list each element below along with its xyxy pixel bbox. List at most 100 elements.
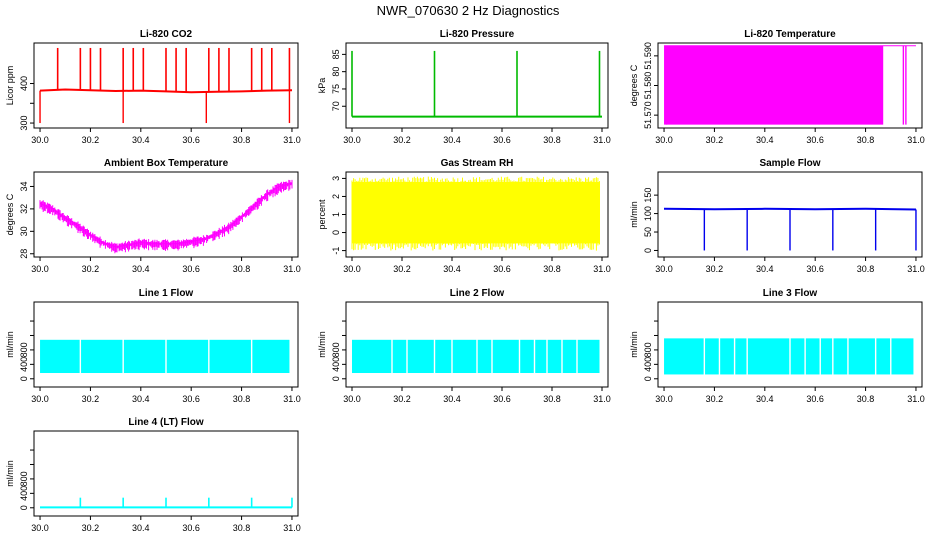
- y-axis-label: kPa: [317, 78, 327, 94]
- x-tick-label: 30.2: [706, 394, 724, 404]
- x-tick-label: 30.0: [343, 394, 361, 404]
- x-tick-label: 30.8: [233, 135, 251, 145]
- plot-frame: [345, 42, 609, 129]
- x-tick-label: 30.6: [182, 135, 200, 145]
- panel-title: Line 1 Flow: [139, 288, 194, 299]
- y-tick-label: 0: [643, 376, 653, 381]
- y-tick-label: 0: [331, 376, 341, 381]
- y-tick-label: 51.580: [643, 72, 653, 100]
- x-tick-label: 30.8: [857, 135, 875, 145]
- x-tick-label: 30.4: [443, 135, 461, 145]
- x-tick-label: 30.2: [393, 394, 411, 404]
- y-tick-label: 1: [331, 212, 341, 217]
- panel-title: Line 4 (LT) Flow: [128, 417, 204, 428]
- x-axis: 30.0 30.2 30.4 30.6 30.8 31.0: [31, 257, 301, 274]
- x-tick-label: 31.0: [593, 394, 611, 404]
- y-tick-label: 800: [19, 342, 29, 357]
- y-axis: 0 50 100 150: [643, 188, 658, 253]
- x-tick-label: 30.8: [543, 264, 561, 274]
- y-axis: -1 0 1 2 3: [331, 176, 346, 255]
- plot-frame: [345, 301, 609, 388]
- y-tick-label: 800: [331, 342, 341, 357]
- x-axis: 30.0 30.2 30.4 30.6 30.8 31.0: [343, 387, 611, 404]
- panel-title: Li-820 Pressure: [440, 29, 515, 40]
- panel-9: Line 3 Flow 30.0 30.2 30.4 30.6 30.8 31.0 0 4008…: [629, 288, 925, 404]
- y-tick-label: 51.590: [643, 42, 653, 70]
- y-tick-label: 400: [643, 357, 653, 372]
- y-tick-label: 300: [19, 116, 29, 131]
- y-axis-label: ml/min: [5, 460, 15, 487]
- y-axis-label: Licor ppm: [5, 66, 15, 106]
- x-tick-label: 30.0: [31, 394, 49, 404]
- y-tick-label: 150: [643, 188, 653, 203]
- panel-title: Gas Stream RH: [441, 158, 514, 169]
- plot-frame: [33, 171, 299, 258]
- data-marks: [351, 50, 602, 118]
- x-tick-label: 31.0: [283, 264, 301, 274]
- y-tick-label: 2: [331, 194, 341, 199]
- data-band: [40, 339, 290, 374]
- panel-2: Li-820 Pressure 30.0 30.2 30.4 30.6 30.8 31.0 7…: [317, 29, 611, 145]
- x-tick-label: 31.0: [593, 264, 611, 274]
- x-tick-label: 31.0: [283, 394, 301, 404]
- x-tick-label: 30.8: [857, 394, 875, 404]
- x-tick-label: 30.6: [806, 394, 824, 404]
- x-tick-label: 30.4: [132, 135, 150, 145]
- x-tick-label: 30.8: [543, 135, 561, 145]
- y-tick-label: 800: [643, 342, 653, 357]
- x-tick-label: 30.2: [393, 264, 411, 274]
- x-tick-label: 30.8: [543, 394, 561, 404]
- x-tick-label: 30.6: [493, 135, 511, 145]
- y-tick-label: 0: [19, 376, 29, 381]
- x-axis: 30.0 30.2 30.4 30.6 30.8 31.0: [31, 128, 301, 145]
- panel-8: Line 2 Flow 30.0 30.2 30.4 30.6 30.8 31.0 0 4008…: [317, 288, 611, 404]
- panel-title: Li-820 Temperature: [744, 29, 836, 40]
- y-axis-label: degrees C: [5, 193, 15, 235]
- plot-frame: [33, 301, 299, 388]
- x-axis: 30.0 30.2 30.4 30.6 30.8 31.0: [655, 128, 925, 145]
- y-tick-label: -1: [331, 247, 341, 255]
- plot-frame: [657, 171, 923, 258]
- x-tick-label: 30.2: [82, 394, 100, 404]
- y-tick-label: 400: [331, 357, 341, 372]
- data-marks: [39, 179, 293, 254]
- x-tick-label: 31.0: [907, 264, 925, 274]
- panel-3: Li-820 Temperature 30.0 30.2 30.4 30.6 30.8 31…: [629, 29, 925, 145]
- y-tick-label: 50: [643, 227, 653, 237]
- x-tick-label: 30.0: [655, 264, 673, 274]
- x-tick-label: 30.4: [132, 523, 150, 533]
- x-tick-label: 30.6: [493, 394, 511, 404]
- y-axis-label: ml/min: [317, 331, 327, 358]
- data-band: [664, 338, 914, 375]
- x-axis: 30.0 30.2 30.4 30.6 30.8 31.0: [343, 257, 611, 274]
- x-tick-label: 30.0: [655, 135, 673, 145]
- x-tick-label: 30.2: [82, 135, 100, 145]
- y-axis-label: degrees C: [629, 64, 639, 106]
- y-tick-label: 0: [19, 505, 29, 510]
- x-tick-label: 30.8: [233, 523, 251, 533]
- plot-frame: [33, 42, 299, 129]
- data-marks: [39, 47, 293, 124]
- figure-title: NWR_070630 2 Hz Diagnostics: [377, 3, 560, 18]
- panel-title: Ambient Box Temperature: [104, 158, 229, 169]
- data-marks: [351, 176, 600, 251]
- data-marks: [40, 338, 290, 375]
- x-tick-label: 30.6: [182, 394, 200, 404]
- x-axis: 30.0 30.2 30.4 30.6 30.8 31.0: [31, 516, 301, 533]
- y-tick-label: 400: [19, 357, 29, 372]
- x-tick-label: 30.4: [443, 394, 461, 404]
- panel-title: Line 3 Flow: [763, 288, 818, 299]
- x-tick-label: 30.4: [132, 394, 150, 404]
- data-band: [352, 339, 600, 374]
- y-tick-label: 3: [331, 176, 341, 181]
- panel-5: Gas Stream RH 30.0 30.2 30.4 30.6 30.8 31.0 -1 0…: [317, 158, 611, 274]
- plot-frame: [657, 301, 923, 388]
- x-tick-label: 30.0: [343, 264, 361, 274]
- data-marks: [40, 497, 293, 509]
- y-tick-label: 70: [331, 101, 341, 111]
- data-band: [664, 45, 884, 125]
- y-tick-label: 400: [19, 76, 29, 91]
